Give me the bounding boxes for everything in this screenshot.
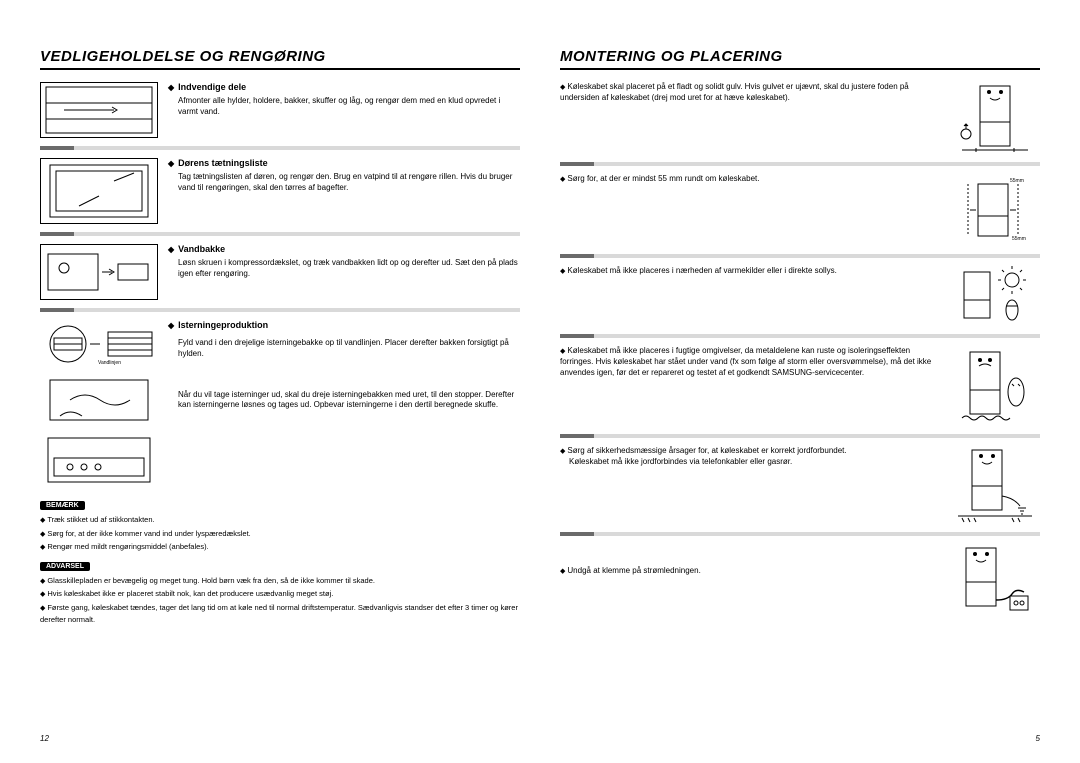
right-column: MONTERING OG PLACERING Køleskabet skal p… <box>560 48 1040 743</box>
body-taetning: Tag tætningslisten af døren, og rengør d… <box>168 172 520 194</box>
r-body-5: Sørg af sikkerhedsmæssige årsager for, a… <box>560 446 847 455</box>
divider <box>560 532 1040 536</box>
section-taetning: Dørens tætningsliste Tag tætningslisten … <box>40 158 520 224</box>
r-section-level: Køleskabet skal placeret på et fladt og … <box>560 82 1040 154</box>
r-section-ground: Sørg af sikkerhedsmæssige årsager for, a… <box>560 446 1040 524</box>
divider <box>40 232 520 236</box>
illus-fridge-level <box>950 82 1040 154</box>
r-body-5b: Køleskabet må ikke jordforbindes via tel… <box>560 457 942 468</box>
divider <box>40 308 520 312</box>
illus-fridge-ground <box>950 446 1040 524</box>
r-section-clearance: Sørg for, at der er mindst 55 mm rundt o… <box>560 174 1040 246</box>
svg-text:55mm: 55mm <box>1010 178 1024 184</box>
page-num-left: 12 <box>40 734 49 743</box>
r-body-2: Sørg for, at der er mindst 55 mm rundt o… <box>560 174 759 183</box>
illus-ice-drawer <box>40 432 158 488</box>
r-body-4: Køleskabet må ikke placeres i fugtige om… <box>560 346 931 377</box>
illus-door-seal <box>40 158 158 224</box>
body-vandbakke: Løsn skruen i kompressordækslet, og træk… <box>168 258 520 280</box>
section-vandbakke: Vandbakke Løsn skruen i kompressordæksle… <box>40 244 520 300</box>
r-body-1: Køleskabet skal placeret på et fladt og … <box>560 82 909 102</box>
illus-shelves <box>40 82 158 138</box>
note-line: Træk stikket ud af stikkontakten. <box>40 514 520 527</box>
illus-water-tray <box>40 244 158 300</box>
illus-fridge-clearance: 55mm 55mm <box>950 174 1040 246</box>
note-line: Sørg for, at der ikke kommer vand ind un… <box>40 528 520 541</box>
notes-block: BEMÆRK Træk stikket ud af stikkontakten.… <box>40 494 520 625</box>
section-isterninge: Vandlinjen Isterningeproduktion Fyld van… <box>40 320 520 488</box>
illus-fridge-cord <box>950 544 1040 616</box>
r-section-heat: Køleskabet må ikke placeres i nærheden a… <box>560 266 1040 326</box>
tag-bemaerk: BEMÆRK <box>40 501 85 510</box>
tag-advarsel: ADVARSEL <box>40 562 90 571</box>
body-indvendige: Afmonter alle hylder, holdere, bakker, s… <box>168 96 520 118</box>
note-line: Glasskillepladen er bevægelig og meget t… <box>40 575 520 588</box>
illus-fridge-heat <box>950 266 1040 326</box>
divider <box>560 162 1040 166</box>
illus-fridge-humid <box>950 346 1040 426</box>
r-body-3: Køleskabet må ikke placeres i nærheden a… <box>560 266 837 275</box>
svg-text:55mm: 55mm <box>1012 236 1026 242</box>
label-vandlinjen: Vandlinjen <box>98 360 121 366</box>
body-isterninge-1: Fyld vand i den drejelige isterningebakk… <box>168 338 520 360</box>
page-num-right: 5 <box>1036 734 1040 743</box>
body-isterninge-2: Når du vil tage isterninger ud, skal du … <box>168 390 520 412</box>
left-column: VEDLIGEHOLDELSE OG RENGØRING Indvendige … <box>40 48 520 743</box>
divider <box>40 146 520 150</box>
sub-vandbakke: Vandbakke <box>168 244 520 254</box>
note-line: Hvis køleskabet ikke er placeret stabilt… <box>40 588 520 601</box>
section-indvendige: Indvendige dele Afmonter alle hylder, ho… <box>40 82 520 138</box>
sub-taetning: Dørens tætningsliste <box>168 158 520 168</box>
illus-ice-fill: Vandlinjen <box>40 320 158 368</box>
sub-indvendige: Indvendige dele <box>168 82 520 92</box>
right-heading: MONTERING OG PLACERING <box>560 48 1040 70</box>
illus-ice-twist <box>40 372 158 428</box>
sub-isterninge: Isterningeproduktion <box>168 320 520 330</box>
r-section-humid: Køleskabet må ikke placeres i fugtige om… <box>560 346 1040 426</box>
note-line: Rengør med mildt rengøringsmiddel (anbef… <box>40 541 520 554</box>
divider <box>560 334 1040 338</box>
r-section-cord: Undgå at klemme på strømledningen. <box>560 544 1040 616</box>
divider <box>560 434 1040 438</box>
divider <box>560 254 1040 258</box>
left-heading: VEDLIGEHOLDELSE OG RENGØRING <box>40 48 520 70</box>
r-body-6: Undgå at klemme på strømledningen. <box>560 566 701 575</box>
note-line: Første gang, køleskabet tændes, tager de… <box>40 602 520 626</box>
